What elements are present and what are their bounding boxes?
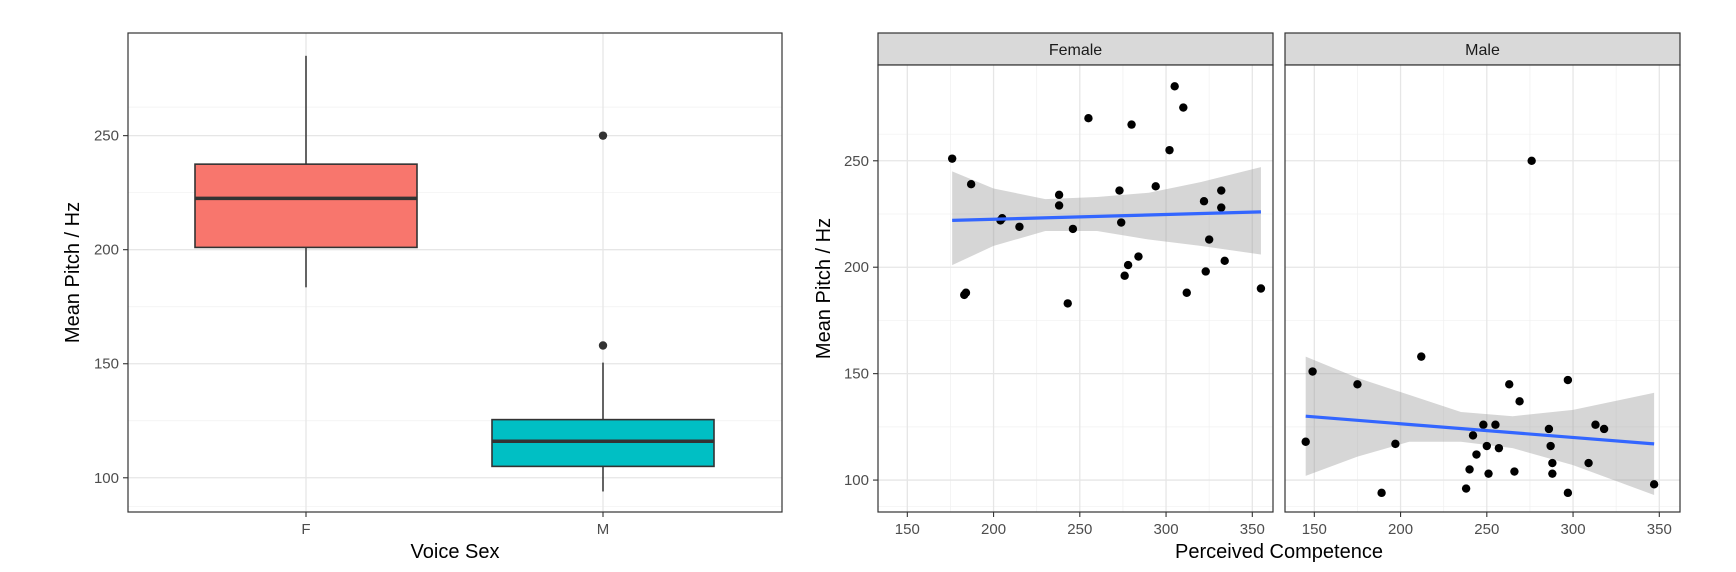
data-point bbox=[1494, 443, 1504, 453]
data-point bbox=[1563, 488, 1573, 498]
y-tick-label: 250 bbox=[94, 128, 119, 145]
data-point bbox=[1482, 441, 1492, 451]
box-F bbox=[194, 163, 418, 249]
trend-line bbox=[1305, 414, 1655, 446]
data-point bbox=[1461, 484, 1471, 493]
trend-line bbox=[952, 210, 1261, 222]
facet-strip-female bbox=[877, 32, 1274, 66]
data-point bbox=[1220, 256, 1229, 266]
data-point bbox=[966, 180, 976, 189]
x-tick-label: 150 bbox=[895, 521, 920, 538]
data-point bbox=[1465, 465, 1474, 474]
data-point bbox=[1599, 424, 1609, 434]
data-point bbox=[1391, 439, 1400, 449]
x-tick-label: 300 bbox=[1561, 521, 1586, 538]
data-point bbox=[947, 154, 957, 163]
x-tick-label: 250 bbox=[1474, 521, 1499, 538]
data-point bbox=[1505, 380, 1514, 389]
y-axis-title: Mean Pitch / Hz bbox=[62, 202, 84, 343]
data-point bbox=[1217, 203, 1226, 212]
data-point bbox=[1353, 380, 1362, 389]
data-point bbox=[1548, 458, 1557, 468]
data-point bbox=[1165, 145, 1174, 155]
data-point bbox=[1527, 156, 1536, 165]
data-point bbox=[1068, 224, 1078, 234]
data-point bbox=[1468, 431, 1478, 440]
data-point bbox=[1256, 284, 1266, 293]
data-point bbox=[1120, 271, 1129, 280]
data-point bbox=[1308, 367, 1317, 376]
facet-strip-male bbox=[1284, 32, 1681, 66]
data-point bbox=[1134, 252, 1143, 261]
data-point bbox=[1563, 375, 1573, 385]
data-point bbox=[1117, 218, 1126, 227]
data-point bbox=[1584, 458, 1593, 468]
data-point bbox=[1084, 114, 1093, 123]
x-tick-label: 350 bbox=[1647, 521, 1672, 538]
x-tick-label: 150 bbox=[1302, 521, 1327, 538]
data-point bbox=[1417, 352, 1426, 361]
x-tick-label: 300 bbox=[1154, 521, 1179, 538]
data-point bbox=[1179, 103, 1188, 112]
boxplot-panel-border bbox=[127, 32, 783, 513]
y-tick-label: 150 bbox=[94, 356, 119, 373]
data-point bbox=[1515, 397, 1524, 406]
data-point bbox=[1510, 467, 1519, 476]
data-point bbox=[1479, 420, 1488, 429]
y-tick-label: 150 bbox=[844, 366, 869, 383]
data-point bbox=[1548, 469, 1557, 478]
facet-strip-label: Female bbox=[1049, 42, 1102, 59]
data-point bbox=[1544, 424, 1554, 434]
x-tick-label: 350 bbox=[1240, 521, 1265, 538]
outlier-point bbox=[598, 131, 608, 140]
data-point bbox=[1204, 235, 1214, 244]
data-point bbox=[1151, 182, 1160, 191]
facet-panel-background bbox=[1285, 65, 1680, 512]
data-point bbox=[1377, 488, 1386, 498]
data-point bbox=[1170, 82, 1179, 91]
data-point bbox=[1054, 201, 1064, 210]
x-tick-label: 250 bbox=[1067, 521, 1092, 538]
data-point bbox=[1649, 480, 1659, 489]
data-point bbox=[1123, 260, 1133, 270]
data-point bbox=[1054, 190, 1064, 200]
y-tick-label: 250 bbox=[844, 153, 869, 170]
data-point bbox=[1491, 420, 1500, 429]
y-axis-title: Mean Pitch / Hz bbox=[813, 218, 835, 359]
outlier-point bbox=[598, 341, 608, 350]
data-point bbox=[1591, 420, 1600, 429]
data-point bbox=[1217, 186, 1226, 195]
x-axis-title: Perceived Competence bbox=[1175, 541, 1383, 563]
y-tick-label: 200 bbox=[844, 259, 869, 276]
x-tick-label: F bbox=[301, 521, 310, 538]
data-point bbox=[1484, 469, 1493, 478]
facet-strip-label: Male bbox=[1465, 42, 1500, 59]
data-point bbox=[1201, 267, 1210, 276]
data-point bbox=[1472, 450, 1481, 459]
data-point bbox=[1127, 120, 1136, 129]
x-tick-label: M bbox=[597, 521, 610, 538]
data-point bbox=[1546, 441, 1555, 451]
facet-panel-border bbox=[877, 64, 1274, 513]
x-tick-label: 200 bbox=[981, 521, 1006, 538]
y-tick-label: 200 bbox=[94, 242, 119, 259]
data-point bbox=[1115, 186, 1124, 195]
x-axis-title: Voice Sex bbox=[411, 541, 500, 563]
data-point bbox=[1015, 222, 1024, 231]
y-tick-label: 100 bbox=[844, 472, 869, 489]
data-point bbox=[1063, 299, 1072, 308]
data-point bbox=[1301, 437, 1310, 446]
data-point bbox=[1182, 288, 1191, 297]
facet-panel-background bbox=[878, 65, 1273, 512]
x-tick-label: 200 bbox=[1388, 521, 1413, 538]
data-point bbox=[1199, 197, 1209, 206]
facet-panel-border bbox=[1284, 64, 1681, 513]
data-point bbox=[960, 290, 969, 300]
y-tick-label: 100 bbox=[94, 470, 119, 487]
